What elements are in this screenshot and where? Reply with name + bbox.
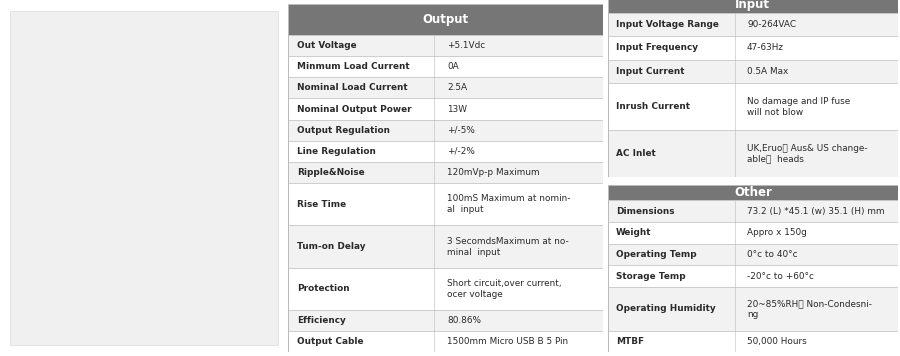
Text: +/-5%: +/-5% xyxy=(447,126,475,135)
FancyBboxPatch shape xyxy=(608,130,898,177)
FancyBboxPatch shape xyxy=(608,331,898,352)
FancyBboxPatch shape xyxy=(288,310,603,331)
Text: 3 SecomdsMaximum at no-
minal  input: 3 SecomdsMaximum at no- minal input xyxy=(447,237,569,257)
FancyBboxPatch shape xyxy=(288,225,603,268)
Text: 120mVp-p Maximum: 120mVp-p Maximum xyxy=(447,168,540,177)
Text: Input Current: Input Current xyxy=(616,67,685,76)
Text: 100mS Maximum at nomin-
al  input: 100mS Maximum at nomin- al input xyxy=(447,194,571,214)
Text: +/-2%: +/-2% xyxy=(447,147,475,156)
Text: AC Inlet: AC Inlet xyxy=(616,149,656,158)
Text: 13W: 13W xyxy=(447,105,467,114)
FancyBboxPatch shape xyxy=(288,331,603,352)
Text: Minmum Load Current: Minmum Load Current xyxy=(297,62,410,71)
FancyBboxPatch shape xyxy=(608,200,898,222)
Text: Protection: Protection xyxy=(297,284,350,293)
Text: Input: Input xyxy=(735,0,770,11)
FancyBboxPatch shape xyxy=(288,183,603,225)
Text: Inrush Current: Inrush Current xyxy=(616,102,690,111)
FancyBboxPatch shape xyxy=(608,244,898,266)
Text: Weight: Weight xyxy=(616,228,652,237)
Text: Dimensions: Dimensions xyxy=(616,206,675,215)
Text: 47-63Hz: 47-63Hz xyxy=(747,43,784,52)
Text: Operating Temp: Operating Temp xyxy=(616,250,697,259)
Text: Nominal Output Power: Nominal Output Power xyxy=(297,105,412,114)
Text: Out Voltage: Out Voltage xyxy=(297,41,357,50)
FancyBboxPatch shape xyxy=(608,266,898,287)
FancyBboxPatch shape xyxy=(608,222,898,244)
Text: Efficiency: Efficiency xyxy=(297,316,346,325)
Text: Output Cable: Output Cable xyxy=(297,337,364,346)
Text: No damage and IP fuse
will not blow: No damage and IP fuse will not blow xyxy=(747,96,850,117)
Text: Output: Output xyxy=(422,13,469,26)
FancyBboxPatch shape xyxy=(288,268,603,310)
Text: 1500mm Micro USB B 5 Pin: 1500mm Micro USB B 5 Pin xyxy=(447,337,568,346)
Text: Other: Other xyxy=(734,186,772,199)
Text: UK,Eruo， Aus& US change-
able，  heads: UK,Eruo， Aus& US change- able， heads xyxy=(747,143,868,164)
FancyBboxPatch shape xyxy=(288,99,603,120)
FancyBboxPatch shape xyxy=(10,11,278,345)
Text: Input Frequency: Input Frequency xyxy=(616,43,698,52)
Text: MTBF: MTBF xyxy=(616,337,644,346)
Text: Short circuit,over current,
ocer voltage: Short circuit,over current, ocer voltage xyxy=(447,279,562,299)
Text: 73.2 (L) *45.1 (w) 35.1 (H) mm: 73.2 (L) *45.1 (w) 35.1 (H) mm xyxy=(747,206,885,215)
Text: Ripple&Noise: Ripple&Noise xyxy=(297,168,365,177)
Text: 50,000 Hours: 50,000 Hours xyxy=(747,337,806,346)
Text: 0.5A Max: 0.5A Max xyxy=(747,67,788,76)
FancyBboxPatch shape xyxy=(288,4,603,35)
Text: 0°c to 40°c: 0°c to 40°c xyxy=(747,250,797,259)
Text: Tum-on Delay: Tum-on Delay xyxy=(297,242,366,251)
Text: 90-264VAC: 90-264VAC xyxy=(747,20,796,29)
Text: Appro x 150g: Appro x 150g xyxy=(747,228,806,237)
Text: 20~85%RH， Non-Condesni-
ng: 20~85%RH， Non-Condesni- ng xyxy=(747,299,872,319)
Text: Input Voltage Range: Input Voltage Range xyxy=(616,20,719,29)
Text: 0A: 0A xyxy=(447,62,459,71)
Text: -20°c to +60°c: -20°c to +60°c xyxy=(747,272,814,281)
Text: Rise Time: Rise Time xyxy=(297,200,346,209)
Text: 2.5A: 2.5A xyxy=(447,83,467,92)
FancyBboxPatch shape xyxy=(288,35,603,56)
Text: Operating Humidity: Operating Humidity xyxy=(616,304,716,313)
Text: Storage Temp: Storage Temp xyxy=(616,272,686,281)
Text: Output Regulation: Output Regulation xyxy=(297,126,391,135)
Text: +5.1Vdc: +5.1Vdc xyxy=(447,41,485,50)
FancyBboxPatch shape xyxy=(288,162,603,183)
FancyBboxPatch shape xyxy=(608,36,898,60)
FancyBboxPatch shape xyxy=(608,60,898,83)
FancyBboxPatch shape xyxy=(608,83,898,130)
FancyBboxPatch shape xyxy=(288,77,603,99)
FancyBboxPatch shape xyxy=(608,287,898,331)
FancyBboxPatch shape xyxy=(608,13,898,36)
FancyBboxPatch shape xyxy=(288,141,603,162)
Text: Nominal Load Current: Nominal Load Current xyxy=(297,83,408,92)
FancyBboxPatch shape xyxy=(608,185,898,200)
FancyBboxPatch shape xyxy=(608,0,898,13)
Text: Line Regulation: Line Regulation xyxy=(297,147,376,156)
Text: 80.86%: 80.86% xyxy=(447,316,482,325)
FancyBboxPatch shape xyxy=(288,120,603,141)
FancyBboxPatch shape xyxy=(288,56,603,77)
